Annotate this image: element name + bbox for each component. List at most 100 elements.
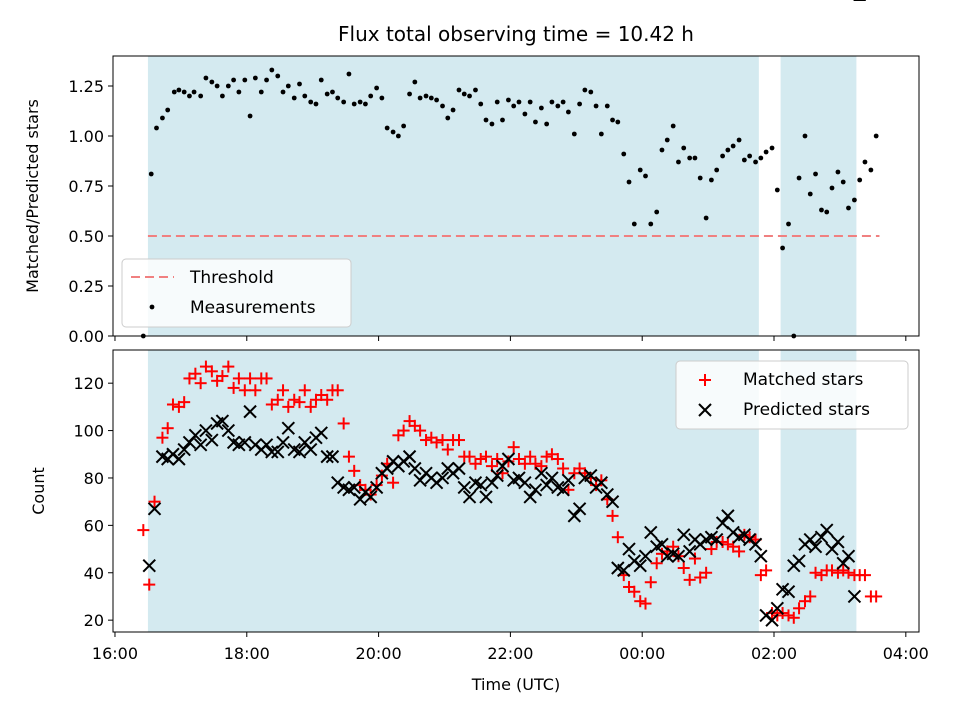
y-tick-label: 100: [73, 422, 104, 441]
measurement-point: [527, 99, 533, 105]
measurement-point: [225, 83, 231, 89]
predicted-marker-b: [715, 516, 730, 530]
measurement-point: [852, 197, 857, 203]
measurement-point: [643, 173, 648, 179]
measurement-point: [730, 143, 736, 149]
measurement-point: [763, 149, 769, 155]
predicted-marker-b: [556, 483, 570, 497]
x-tick-label: 02:00: [751, 644, 797, 663]
matched-star-point: [277, 384, 290, 397]
measurement-point: [615, 119, 621, 125]
matched-star-point: [518, 457, 531, 470]
predicted-star-point: [820, 523, 834, 537]
matched-star-point: [293, 396, 306, 409]
matched-star-point: [387, 476, 400, 489]
predicted-star-point: [677, 528, 691, 542]
predicted-marker-b: [775, 582, 790, 597]
predicted-marker-b: [292, 445, 307, 459]
x-tick-label: 18:00: [224, 644, 270, 663]
legend-predicted-label: Predicted stars: [743, 400, 870, 420]
predicted-marker-b: [561, 473, 576, 488]
measurement-point: [868, 167, 874, 173]
measurement-point: [709, 177, 714, 183]
measurement-point: [582, 87, 588, 93]
measurement-point: [302, 93, 308, 99]
predicted-star-point: [605, 494, 620, 509]
y-tick-label: 0.25: [68, 277, 104, 296]
predicted-marker-b: [808, 539, 823, 554]
predicted-marker-b: [523, 490, 537, 504]
matched-star-point: [244, 372, 257, 385]
measurement-point: [736, 137, 742, 143]
measurement-point: [819, 207, 824, 213]
measurement-point: [631, 221, 637, 227]
predicted-marker-b: [539, 478, 554, 492]
predicted-marker-b: [199, 423, 213, 438]
predicted-marker-b: [820, 523, 834, 537]
predicted-marker-b: [271, 445, 285, 459]
matched-star-point: [837, 564, 850, 577]
predicted-marker-b: [226, 435, 241, 450]
bottom-axes-frame: [112, 349, 920, 633]
predicted-marker-b: [188, 428, 203, 443]
measurement-point: [670, 123, 676, 129]
predicted-star-point: [567, 509, 582, 523]
predicted-marker-b: [314, 426, 328, 440]
predicted-marker-b: [155, 449, 170, 464]
measurement-point: [379, 95, 385, 101]
top-legend-box: [121, 258, 352, 328]
measurement-point: [829, 185, 835, 191]
legend-measurements-label: Measurements: [190, 298, 316, 318]
matched-star-point: [161, 422, 174, 435]
predicted-star-point: [638, 549, 653, 563]
matched-star-point: [809, 566, 822, 579]
legend-matched-label: Matched stars: [743, 370, 863, 390]
predicted-marker-b: [518, 475, 532, 490]
bottom-observing-spans: [147, 350, 857, 632]
predicted-star-point: [452, 461, 466, 476]
predicted-star-point: [803, 532, 817, 547]
measurement-point: [500, 117, 505, 123]
predicted-marker-b: [770, 601, 785, 616]
matched-star-point: [414, 424, 427, 437]
legend-predicted-swatch: [698, 403, 712, 417]
predicted-star-point: [435, 471, 450, 485]
matched-star-point: [331, 384, 344, 397]
measurement-point: [588, 89, 594, 95]
matched-star-point: [480, 450, 493, 463]
measurement-point: [407, 91, 412, 97]
y-tick-label: 0.75: [68, 177, 104, 196]
predicted-marker-b: [748, 537, 763, 552]
predicted-star-point: [188, 428, 203, 443]
measurement-point: [374, 85, 380, 91]
predicted-star-point: [572, 502, 587, 516]
predicted-star-point: [754, 549, 768, 563]
measurement-point: [456, 87, 462, 93]
measurement-point: [621, 151, 627, 157]
measurement-point: [857, 177, 863, 183]
predicted-star-point: [518, 475, 532, 490]
predicted-star-point: [561, 473, 576, 488]
predicted-marker-b: [709, 532, 724, 547]
measurement-point: [676, 159, 681, 165]
measurements-series: [140, 67, 879, 339]
predicted-star-point: [304, 442, 318, 457]
y-tick-label: 20: [84, 611, 104, 630]
matched-star-point: [507, 441, 520, 454]
matched-star-point: [650, 557, 663, 570]
matched-star-point: [232, 372, 245, 385]
predicted-star-point: [594, 475, 609, 490]
matched-star-point: [606, 509, 619, 522]
matched-star-point: [249, 384, 262, 397]
chart-title: Flux total observing time = 10.42 h: [338, 22, 694, 46]
matched-star-point: [321, 393, 334, 406]
x-tick-label: 16:00: [92, 644, 138, 663]
matched-star-point: [441, 443, 454, 456]
predicted-marker-b: [638, 549, 653, 563]
measurement-point: [555, 103, 561, 109]
predicted-marker-b: [841, 549, 856, 563]
measurement-point: [191, 89, 197, 95]
x-tick-label: 00:00: [619, 644, 665, 663]
measurement-point: [160, 115, 165, 121]
measurement-point: [873, 133, 879, 139]
